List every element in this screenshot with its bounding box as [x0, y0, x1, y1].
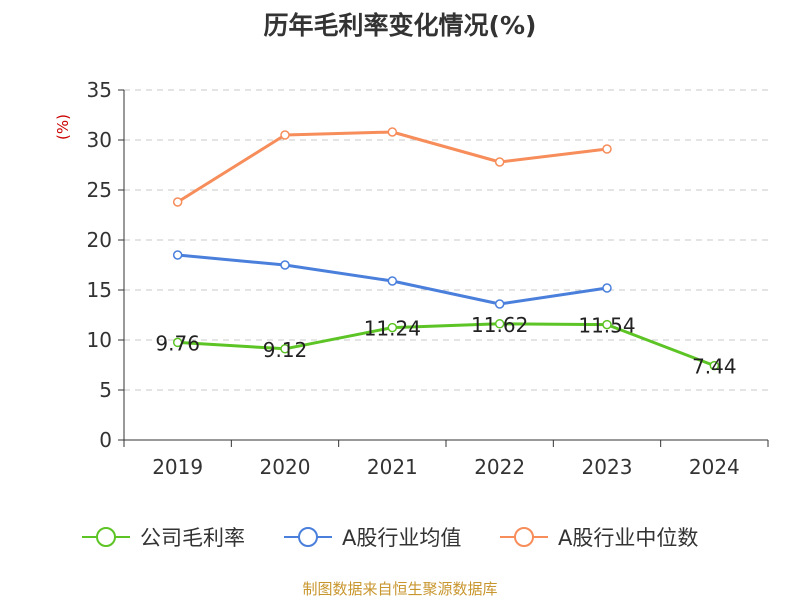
- legend: 公司毛利率 A股行业均值 A股行业中位数: [82, 526, 698, 550]
- y-tick-label: 10: [87, 328, 112, 352]
- x-tick-label: 2022: [474, 455, 525, 479]
- data-label: 11.62: [471, 313, 528, 337]
- data-point: [280, 344, 290, 354]
- legend-label: A股行业中位数: [558, 526, 698, 550]
- data-label: 9.76: [155, 331, 200, 355]
- legend-marker: [514, 527, 534, 547]
- series-line-0: [177, 322, 715, 368]
- data-label: 11.54: [578, 314, 635, 338]
- data-label: 11.24: [364, 317, 421, 341]
- data-point: [172, 197, 183, 207]
- legend-label: 公司毛利率: [140, 526, 245, 550]
- data-point: [172, 250, 183, 260]
- y-tick-label: 25: [87, 178, 112, 202]
- x-tick-label: 2023: [582, 455, 633, 479]
- data-labels: 9.76 9.12 11.24 11.62 11.54 7.44: [155, 313, 736, 379]
- data-point: [280, 130, 290, 140]
- data-point: [602, 283, 612, 293]
- data-label: 7.44: [692, 355, 737, 379]
- data-point: [280, 260, 290, 270]
- source-note: 制图数据来自恒生聚源数据库: [302, 580, 498, 598]
- data-point: [602, 144, 612, 154]
- data-point: [709, 360, 720, 371]
- data-point: [387, 127, 398, 137]
- series-lines: [172, 127, 720, 371]
- data-point: [494, 299, 505, 309]
- data-point: [602, 319, 612, 330]
- legend-marker: [298, 527, 318, 547]
- data-point: [494, 319, 505, 329]
- data-point: [494, 157, 505, 167]
- x-tick-label: 2020: [260, 455, 311, 479]
- series-line-2: [176, 130, 608, 204]
- y-tick-label: 30: [87, 128, 112, 152]
- data-label: 9.12: [263, 338, 308, 362]
- y-tick-label: 0: [99, 428, 112, 452]
- axes: 0 5 10 15 20 25 30 35 2019 2020 2021 2022 2023 2024 (%…: [54, 78, 769, 479]
- grid-lines: [124, 89, 768, 391]
- data-point: [387, 276, 398, 286]
- data-point: [172, 337, 183, 348]
- x-tick-label: 2019: [152, 455, 203, 479]
- y-tick-label: 20: [87, 228, 112, 252]
- legend-marker: [96, 527, 116, 547]
- x-tick-label: 2024: [689, 455, 740, 479]
- data-point: [387, 322, 398, 333]
- chart-title: 历年毛利率变化情况(%): [263, 11, 537, 40]
- legend-label: A股行业均值: [342, 526, 461, 550]
- y-tick-label: 15: [87, 278, 112, 302]
- y-tick-label: 5: [99, 378, 112, 402]
- y-tick-label: 35: [87, 78, 112, 102]
- y-axis-label: (%): [54, 114, 72, 140]
- x-tick-label: 2021: [367, 455, 418, 479]
